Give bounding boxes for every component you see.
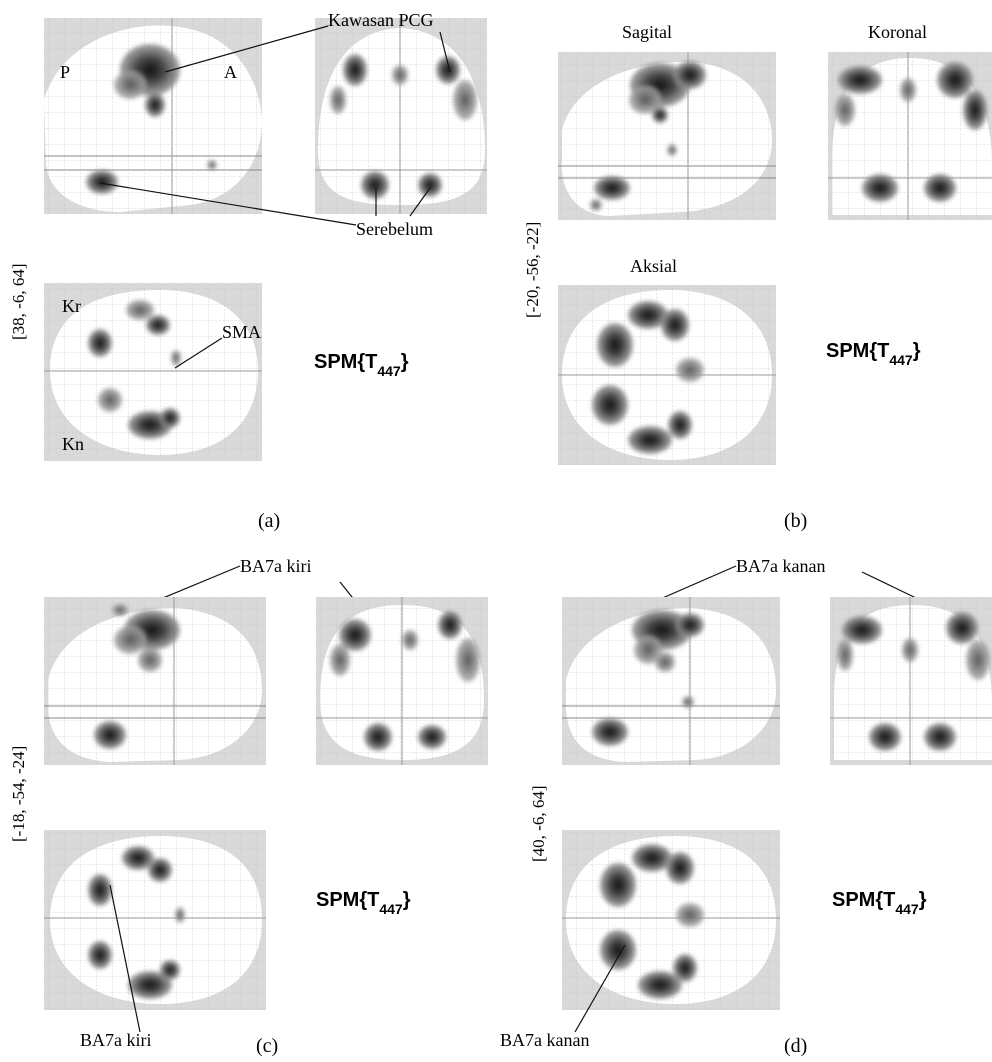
- label-p: P: [60, 62, 70, 82]
- spm-subscript: 447: [377, 363, 401, 379]
- label-kn: Kn: [62, 434, 84, 454]
- spm-prefix: SPM{T: [316, 889, 379, 911]
- label-kr: Kr: [62, 296, 81, 316]
- panel-d-spm-label: SPM{T447}: [832, 889, 927, 917]
- panel-d-axial-view: [562, 830, 780, 1010]
- pointer-sma: [174, 337, 223, 369]
- spm-suffix: }: [401, 351, 409, 373]
- spm-suffix: }: [913, 340, 921, 362]
- label-ba7a-kanan-top: BA7a kanan: [736, 556, 825, 576]
- spm-subscript: 447: [889, 352, 913, 368]
- pointer-kawasan-pcg-2: [439, 31, 451, 73]
- panel-c-axial-view: [44, 830, 266, 1010]
- panel-b-caption: (b): [784, 510, 807, 532]
- label-kawasan-pcg: Kawasan PCG: [328, 10, 434, 30]
- panel-a-sagittal-view: [44, 18, 262, 214]
- spm-suffix: }: [919, 889, 927, 911]
- panel-d: BA7a kanan: [500, 556, 992, 1057]
- panel-c-sagittal-view: [44, 597, 266, 765]
- panel-b-coords: [-20, -56, -22]: [523, 222, 542, 318]
- pointer-serebelum-1: [99, 182, 357, 226]
- panel-d-coords: [40, -6, 64]: [529, 786, 548, 862]
- label-ba7a-kiri-bottom: BA7a kiri: [80, 1030, 152, 1050]
- panel-a-coords: [38, -6, 64]: [9, 264, 28, 340]
- panel-a-spm-label: SPM{T447}: [314, 351, 409, 379]
- panel-b-sagittal-view: [558, 52, 776, 220]
- panel-a-caption: (a): [258, 510, 280, 532]
- panel-d-coronal-view: [830, 597, 992, 765]
- label-koronal: Koronal: [868, 22, 927, 42]
- panel-a-coronal-view: [315, 18, 487, 214]
- label-sagital: Sagital: [622, 22, 672, 42]
- panel-d-caption: (d): [784, 1035, 807, 1057]
- panel-d-sagittal-view: [562, 597, 780, 765]
- panel-c-coronal-view: [316, 597, 488, 765]
- panel-c-spm-label: SPM{T447}: [316, 889, 411, 917]
- spm-prefix: SPM{T: [832, 889, 895, 911]
- panel-c-caption: (c): [256, 1035, 278, 1057]
- label-ba7a-kiri-top: BA7a kiri: [240, 556, 312, 576]
- panel-b-axial-view: [558, 285, 776, 465]
- label-aksial: Aksial: [630, 256, 677, 276]
- spm-subscript: 447: [379, 901, 403, 917]
- spm-subscript: 447: [895, 901, 919, 917]
- pointer-kawasan-pcg-1: [164, 25, 329, 73]
- label-serebelum: Serebelum: [356, 219, 433, 239]
- spm-prefix: SPM{T: [314, 351, 377, 373]
- label-ba7a-kanan-bottom: BA7a kanan: [500, 1030, 589, 1050]
- panel-a: P A Kawasan PCG Serebelum Kr Kn SMA [38,…: [9, 10, 487, 532]
- pointer-ba7a-kanan-3: [574, 944, 626, 1033]
- pointer-ba7a-kiri-3: [109, 884, 141, 1033]
- panel-c-coords: [-18, -54, -24]: [9, 746, 28, 842]
- pointer-serebelum-3: [409, 187, 431, 217]
- label-sma: SMA: [222, 322, 261, 342]
- panel-c: BA7a kiri: [9, 556, 488, 1057]
- panel-b-spm-label: SPM{T447}: [826, 340, 921, 368]
- label-a: A: [224, 62, 237, 82]
- panel-b: Sagital Koronal Aksial: [523, 22, 992, 532]
- panel-b-coronal-view: [828, 52, 992, 220]
- spm-prefix: SPM{T: [826, 340, 889, 362]
- panel-a-axial-view: [44, 283, 262, 461]
- spm-suffix: }: [403, 889, 411, 911]
